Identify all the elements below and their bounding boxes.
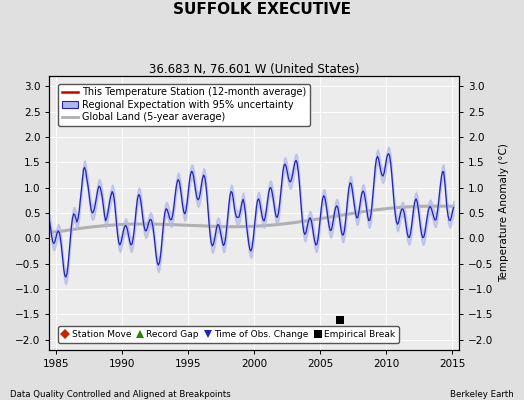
Y-axis label: Temperature Anomaly (°C): Temperature Anomaly (°C) [499, 144, 509, 282]
Legend: Station Move, Record Gap, Time of Obs. Change, Empirical Break: Station Move, Record Gap, Time of Obs. C… [58, 326, 399, 343]
Text: Berkeley Earth: Berkeley Earth [450, 390, 514, 399]
Title: 36.683 N, 76.601 W (United States): 36.683 N, 76.601 W (United States) [149, 63, 359, 76]
Text: Data Quality Controlled and Aligned at Breakpoints: Data Quality Controlled and Aligned at B… [10, 390, 231, 399]
Text: SUFFOLK EXECUTIVE: SUFFOLK EXECUTIVE [173, 2, 351, 17]
